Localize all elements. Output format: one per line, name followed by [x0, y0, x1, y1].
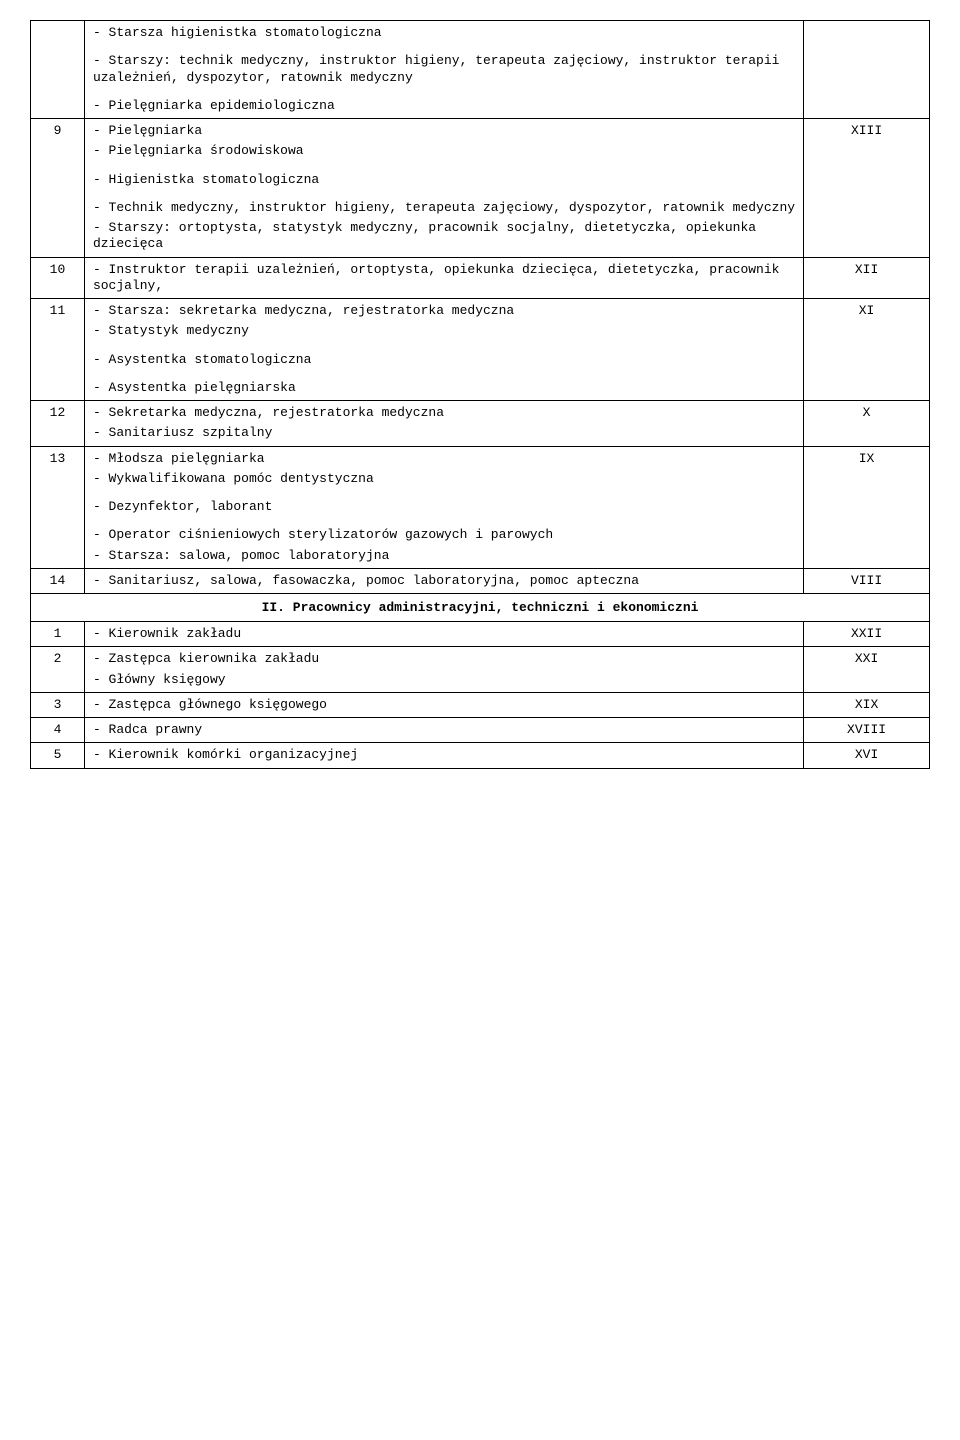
line: - Dezynfektor, laborant: [93, 499, 795, 515]
line: - Zastępca głównego księgowego: [93, 697, 795, 713]
row-grade: X: [804, 401, 930, 447]
table-row: 4 - Radca prawny XVIII: [31, 718, 930, 743]
row-grade: XI: [804, 299, 930, 401]
row-number: 12: [31, 401, 85, 447]
row-desc: - Kierownik zakładu: [84, 622, 803, 647]
row-grade: VIII: [804, 568, 930, 593]
row-grade: [804, 21, 930, 119]
line: - Starszy: technik medyczny, instruktor …: [93, 53, 795, 86]
row-number: 13: [31, 446, 85, 568]
row-grade: XIII: [804, 119, 930, 258]
row-grade: XII: [804, 257, 930, 299]
line: - Zastępca kierownika zakładu: [93, 651, 795, 667]
table-row: 13 - Młodsza pielęgniarka - Wykwalifikow…: [31, 446, 930, 568]
row-grade: XVI: [804, 743, 930, 768]
line: - Pielęgniarka epidemiologiczna: [93, 98, 795, 114]
row-desc: - Kierownik komórki organizacyjnej: [84, 743, 803, 768]
line: - Młodsza pielęgniarka: [93, 451, 795, 467]
row-number: 3: [31, 692, 85, 717]
line: - Asystentka stomatologiczna: [93, 352, 795, 368]
line: - Higienistka stomatologiczna: [93, 172, 795, 188]
row-desc: - Starsza: sekretarka medyczna, rejestra…: [84, 299, 803, 401]
row-desc: - Sekretarka medyczna, rejestratorka med…: [84, 401, 803, 447]
line: - Starsza higienistka stomatologiczna: [93, 25, 795, 41]
row-number: 11: [31, 299, 85, 401]
line: - Radca prawny: [93, 722, 795, 738]
row-number: 4: [31, 718, 85, 743]
line: - Operator ciśnieniowych sterylizatorów …: [93, 527, 795, 543]
table-row: 11 - Starsza: sekretarka medyczna, rejes…: [31, 299, 930, 401]
row-desc: - Radca prawny: [84, 718, 803, 743]
line: - Starszy: ortoptysta, statystyk medyczn…: [93, 220, 795, 253]
line: - Starsza: sekretarka medyczna, rejestra…: [93, 303, 795, 319]
table: - Starsza higienistka stomatologiczna - …: [30, 20, 930, 769]
line: - Główny księgowy: [93, 672, 795, 688]
section-header: II. Pracownicy administracyjni, technicz…: [31, 594, 930, 622]
table-row: 9 - Pielęgniarka - Pielęgniarka środowis…: [31, 119, 930, 258]
line: - Sanitariusz, salowa, fasowaczka, pomoc…: [93, 573, 795, 589]
row-number: [31, 21, 85, 119]
row-desc: - Instruktor terapii uzależnień, ortopty…: [84, 257, 803, 299]
row-grade: XIX: [804, 692, 930, 717]
line: - Kierownik komórki organizacyjnej: [93, 747, 795, 763]
table-row: 14 - Sanitariusz, salowa, fasowaczka, po…: [31, 568, 930, 593]
row-number: 2: [31, 647, 85, 693]
row-desc: - Młodsza pielęgniarka - Wykwalifikowana…: [84, 446, 803, 568]
row-grade: IX: [804, 446, 930, 568]
line: - Starsza: salowa, pomoc laboratoryjna: [93, 548, 795, 564]
table-row: 3 - Zastępca głównego księgowego XIX: [31, 692, 930, 717]
table-row: 5 - Kierownik komórki organizacyjnej XVI: [31, 743, 930, 768]
row-number: 1: [31, 622, 85, 647]
line: - Statystyk medyczny: [93, 323, 795, 339]
line: - Pielęgniarka: [93, 123, 795, 139]
row-number: 9: [31, 119, 85, 258]
row-number: 14: [31, 568, 85, 593]
row-desc: - Pielęgniarka - Pielęgniarka środowisko…: [84, 119, 803, 258]
line: - Sekretarka medyczna, rejestratorka med…: [93, 405, 795, 421]
row-desc: - Zastępca kierownika zakładu - Główny k…: [84, 647, 803, 693]
line: - Wykwalifikowana pomóc dentystyczna: [93, 471, 795, 487]
line: - Kierownik zakładu: [93, 626, 795, 642]
table-row: - Starsza higienistka stomatologiczna - …: [31, 21, 930, 119]
row-grade: XVIII: [804, 718, 930, 743]
row-grade: XXII: [804, 622, 930, 647]
row-desc: - Starsza higienistka stomatologiczna - …: [84, 21, 803, 119]
row-number: 5: [31, 743, 85, 768]
line: - Sanitariusz szpitalny: [93, 425, 795, 441]
table-row: 2 - Zastępca kierownika zakładu - Główny…: [31, 647, 930, 693]
table-row: 12 - Sekretarka medyczna, rejestratorka …: [31, 401, 930, 447]
row-desc: - Sanitariusz, salowa, fasowaczka, pomoc…: [84, 568, 803, 593]
section-header-row: II. Pracownicy administracyjni, technicz…: [31, 594, 930, 622]
row-desc: - Zastępca głównego księgowego: [84, 692, 803, 717]
table-row: 1 - Kierownik zakładu XXII: [31, 622, 930, 647]
row-grade: XXI: [804, 647, 930, 693]
line: - Asystentka pielęgniarska: [93, 380, 795, 396]
line: - Technik medyczny, instruktor higieny, …: [93, 200, 795, 216]
table-row: 10 - Instruktor terapii uzależnień, orto…: [31, 257, 930, 299]
line: - Instruktor terapii uzależnień, ortopty…: [93, 262, 795, 295]
line: - Pielęgniarka środowiskowa: [93, 143, 795, 159]
row-number: 10: [31, 257, 85, 299]
